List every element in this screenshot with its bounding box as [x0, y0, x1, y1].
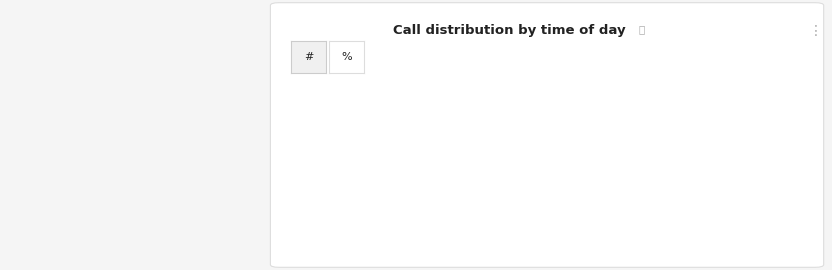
Text: 0.4K: 0.4K	[582, 185, 605, 195]
FancyBboxPatch shape	[805, 75, 810, 133]
Text: 0.08K: 0.08K	[458, 109, 488, 119]
Bar	[420, 107, 451, 120]
Text: %: %	[342, 52, 352, 62]
Text: ⋮: ⋮	[809, 24, 823, 38]
Bar	[420, 133, 466, 146]
Text: #: #	[304, 52, 314, 62]
Text: ⓘ: ⓘ	[638, 24, 645, 34]
Bar	[420, 82, 451, 95]
Text: 0.12K: 0.12K	[474, 134, 503, 144]
Bar	[420, 184, 573, 197]
Text: 0.7K: 0.7K	[696, 211, 720, 221]
Text: 0.7K: 0.7K	[696, 236, 720, 246]
Bar	[420, 209, 689, 222]
Text: Call distribution by time of day: Call distribution by time of day	[394, 24, 626, 37]
Text: 0.08K: 0.08K	[458, 83, 488, 93]
Bar	[420, 158, 516, 171]
Text: 0.25K: 0.25K	[524, 160, 553, 170]
Bar	[420, 235, 689, 248]
